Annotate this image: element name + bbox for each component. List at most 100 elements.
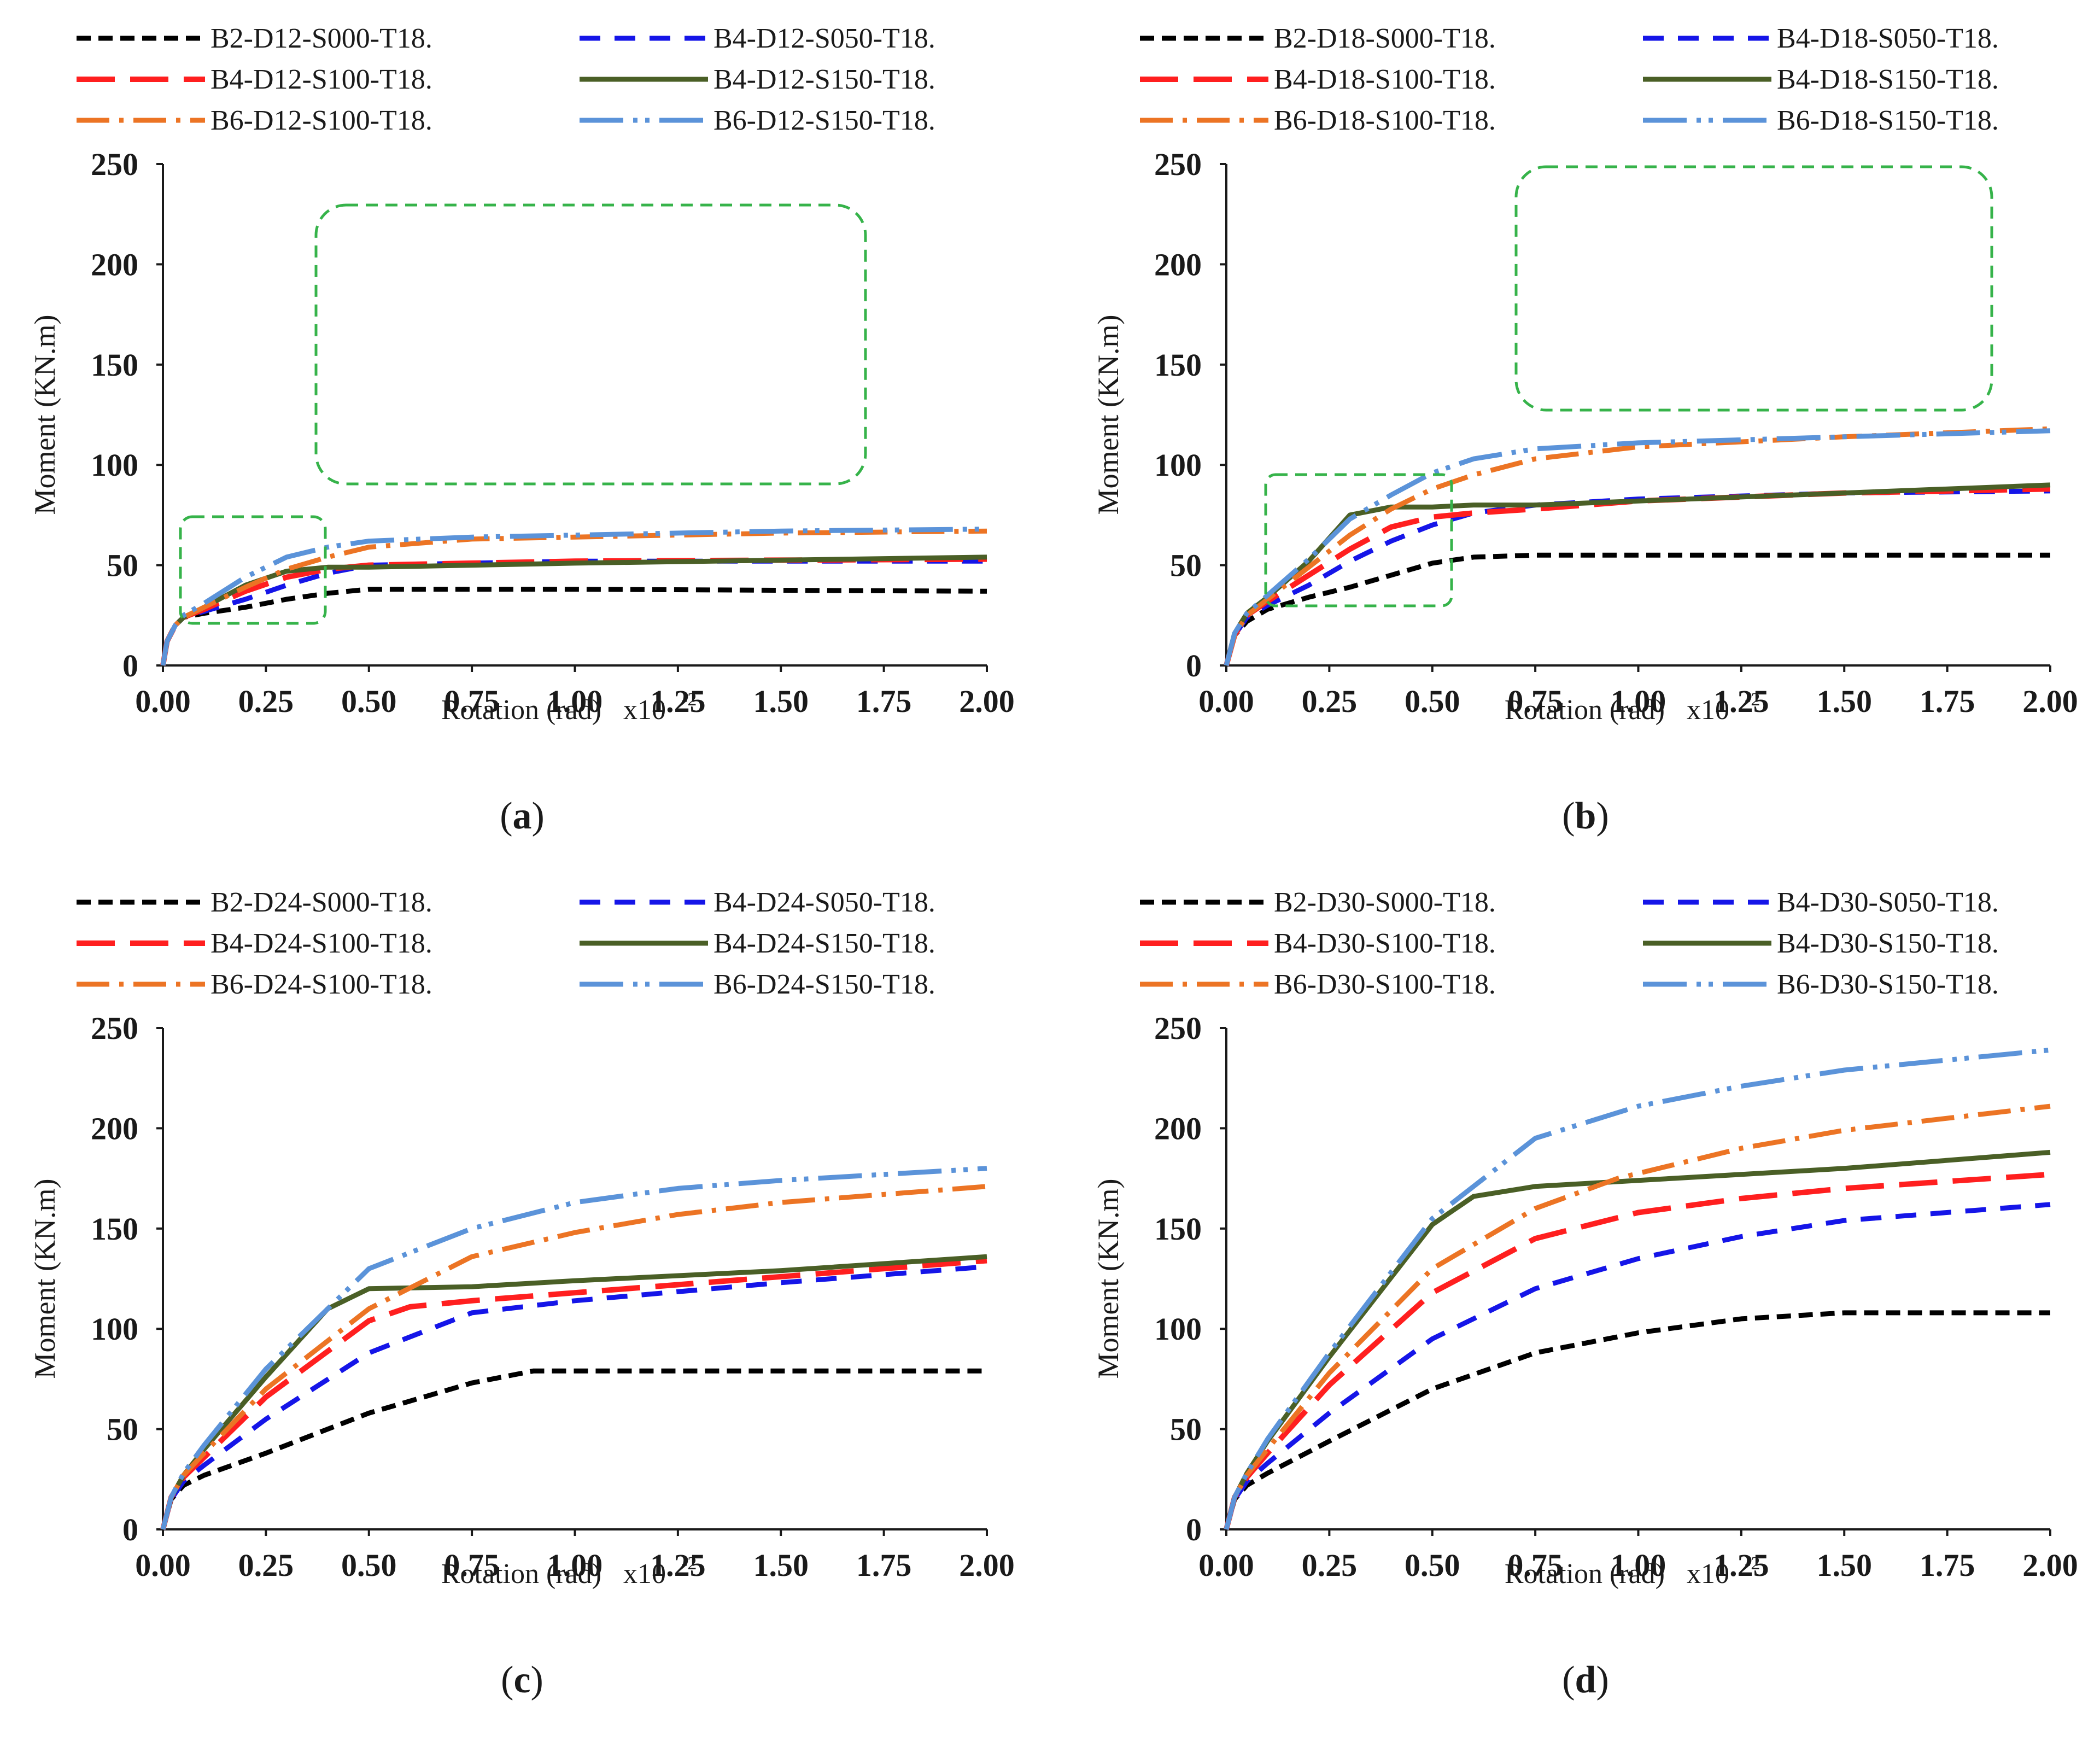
series-line-3 [160, 1258, 987, 1530]
legend-item: B2-D18-S000-T18. [1140, 23, 1496, 54]
legend-label: B4-D30-S150-T18. [1777, 928, 1999, 959]
legend-label: B6-D30-S100-T18. [1274, 969, 1496, 1000]
x-tick-label: 1.75 [856, 683, 912, 719]
panel-label: (c) [501, 1659, 543, 1701]
legend-item: B6-D12-S150-T18. [580, 105, 935, 136]
series-line-6 [1224, 1047, 2051, 1530]
series-line-5 [160, 1184, 987, 1530]
x-tick-label: 0.50 [1405, 683, 1460, 719]
chart-panel-a: B2-D12-S000-T18. B4-D12-S050-T18. B4-D12-S… [28, 23, 1015, 837]
legend-item: B4-D30-S100-T18. [1140, 928, 1496, 959]
legend-item: B6-D12-S100-T18. [77, 105, 432, 136]
x-axis-label-group: Rotation (rad) x10 -2 [1505, 690, 1760, 726]
legend-label: B4-D30-S100-T18. [1274, 928, 1496, 959]
x-tick-label: 0.75 [1507, 1547, 1563, 1583]
x-axis-scale-exponent: -2 [681, 1553, 697, 1574]
legend-label: B2-D30-S000-T18. [1274, 887, 1496, 918]
panel-letter: d [1575, 1659, 1596, 1701]
y-tick-label: 250 [91, 147, 138, 182]
y-tick-label: 200 [1154, 247, 1202, 282]
legend-item: B4-D12-S050-T18. [580, 23, 935, 54]
legend-label: B6-D18-S100-T18. [1274, 105, 1496, 136]
series-line-6 [1224, 428, 2051, 667]
x-axis-label-group: Rotation (rad) x10 -2 [1505, 1553, 1760, 1590]
x-tick-label: 1.25 [650, 1547, 706, 1583]
x-axis-label-group: Rotation (rad) x10 -2 [441, 1553, 697, 1590]
x-tick-label: 1.50 [1817, 683, 1873, 719]
x-axis-scale: x10 [1687, 1558, 1729, 1590]
x-axis-label: Rotation (rad) [1505, 1558, 1665, 1590]
legend-label: B4-D12-S100-T18. [210, 64, 432, 95]
legend-label: B4-D12-S050-T18. [713, 23, 935, 54]
x-tick-label: 0.25 [1302, 1547, 1358, 1583]
legend: B2-D18-S000-T18. B4-D18-S050-T18. B4-D18-S… [1140, 23, 1999, 136]
series-line-5 [160, 528, 987, 666]
x-tick-label: 0.25 [1302, 683, 1358, 719]
chart-panel-d: B2-D30-S000-T18. B4-D30-S050-T18. B4-D30-S… [1092, 887, 2078, 1701]
y-tick-label: 0 [122, 1512, 138, 1547]
legend-item: B4-D18-S050-T18. [1643, 23, 1999, 54]
y-tick-label: 200 [91, 247, 138, 282]
x-tick-label: 1.00 [547, 1547, 603, 1583]
x-axis-scale: x10 [1687, 694, 1729, 726]
legend-item: B4-D12-S100-T18. [77, 64, 432, 95]
x-axis-scale-exponent: -2 [1745, 690, 1760, 710]
x-tick-label: 2.00 [959, 683, 1015, 719]
x-tick-label: 0.25 [238, 683, 294, 719]
series-line-4 [1224, 482, 2051, 667]
legend-label: B6-D24-S100-T18. [210, 969, 432, 1000]
legend-label: B4-D24-S150-T18. [713, 928, 935, 959]
legend-item: B6-D30-S150-T18. [1643, 969, 1999, 1000]
legend-label: B6-D12-S100-T18. [210, 105, 432, 136]
y-tick-label: 100 [91, 1311, 138, 1347]
legend-item: B6-D24-S150-T18. [580, 969, 935, 1000]
y-tick-label: 100 [1154, 1311, 1202, 1347]
legend: B2-D12-S000-T18. B4-D12-S050-T18. B4-D12-S… [77, 23, 935, 136]
y-axis-label: Moment (KN.m) [28, 1179, 61, 1379]
chart-panel-c: B2-D24-S000-T18. B4-D24-S050-T18. B4-D24-S… [28, 887, 1015, 1701]
series-line-6 [160, 1166, 987, 1530]
zoom-inset-box [314, 203, 867, 486]
legend: B2-D30-S000-T18. B4-D30-S050-T18. B4-D30-S… [1140, 887, 1999, 1000]
legend-item: B4-D30-S150-T18. [1643, 928, 1999, 959]
y-tick-label: 150 [1154, 347, 1202, 383]
x-tick-label: 0.00 [1198, 683, 1254, 719]
legend-item: B2-D30-S000-T18. [1140, 887, 1496, 918]
series-lines [160, 527, 987, 666]
x-tick-label: 0.50 [341, 683, 397, 719]
legend-label: B2-D18-S000-T18. [1274, 23, 1496, 54]
legend-label: B4-D18-S150-T18. [1777, 64, 1999, 95]
y-tick-label: 150 [91, 347, 138, 383]
series-line-1 [1224, 1310, 2050, 1530]
x-tick-label: 1.50 [753, 1547, 809, 1583]
x-axis-scale-exponent: -2 [1745, 1553, 1760, 1574]
x-tick-label: 0.75 [1507, 683, 1563, 719]
panel-letter: b [1575, 795, 1596, 837]
series-line-2 [160, 1264, 987, 1530]
x-tick-label: 1.25 [650, 683, 706, 719]
x-tick-label: 1.00 [1611, 683, 1666, 719]
x-tick-label: 0.50 [341, 1547, 397, 1583]
legend-item: B4-D18-S150-T18. [1643, 64, 1999, 95]
series-line-1 [160, 587, 987, 666]
legend-label: B4-D18-S050-T18. [1777, 23, 1999, 54]
x-tick-label: 0.50 [1405, 1547, 1460, 1583]
x-tick-label: 1.25 [1713, 683, 1769, 719]
series-line-3 [1224, 1171, 2051, 1530]
legend-label: B4-D18-S100-T18. [1274, 64, 1496, 95]
chart-panel-b: B2-D18-S000-T18. B4-D18-S050-T18. B4-D18-S… [1092, 23, 2078, 837]
legend-item: B6-D30-S100-T18. [1140, 969, 1496, 1000]
x-axis-scale-exponent: -2 [681, 690, 697, 710]
x-axis-scale: x10 [623, 1558, 666, 1590]
x-tick-label: 1.75 [856, 1547, 912, 1583]
x-tick-label: 1.50 [1817, 1547, 1873, 1583]
y-tick-label: 0 [1186, 648, 1202, 683]
legend-label: B2-D24-S000-T18. [210, 887, 432, 918]
x-tick-label: 1.75 [1920, 683, 1975, 719]
y-tick-label: 250 [91, 1010, 138, 1046]
y-tick-label: 250 [1154, 147, 1202, 182]
y-tick-label: 200 [1154, 1111, 1202, 1146]
series-line-4 [160, 554, 987, 666]
panel-label: (a) [500, 795, 545, 837]
zoom-region-box [1264, 473, 1453, 607]
